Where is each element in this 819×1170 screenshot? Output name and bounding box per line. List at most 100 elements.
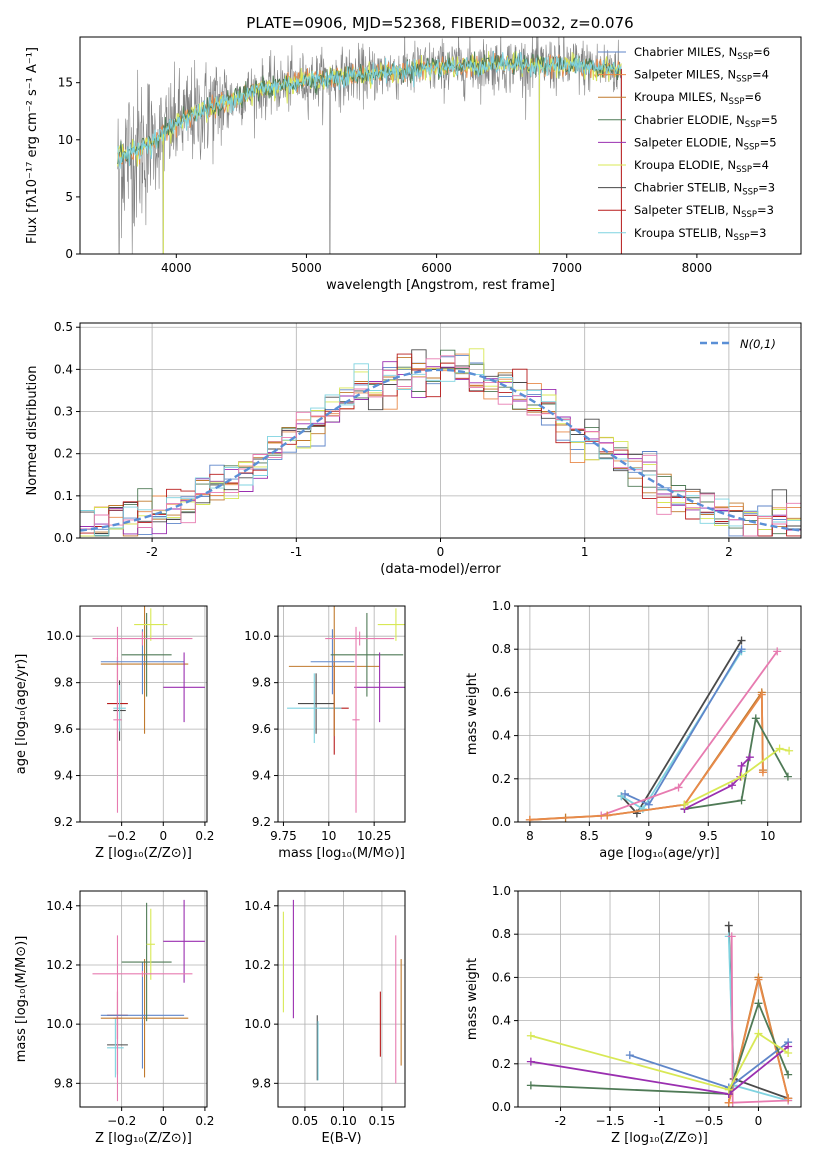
panel-mass_weight_vs_age: 8 8.5 9 9.5 10 0.0 0.2 0.4 0.6 0.8 1.0 age [log₁₀(a… bbox=[465, 599, 802, 861]
axes-frame bbox=[277, 890, 406, 1108]
y-tick-label: 0.5 bbox=[54, 320, 73, 334]
series-marker bbox=[784, 1070, 793, 1079]
y-tick-label: 9.6 bbox=[54, 722, 73, 736]
histogram-pink bbox=[80, 355, 801, 538]
plot-area-mass_vs_ebv bbox=[282, 899, 402, 1084]
plot-area-mass_weight_vs_Z bbox=[526, 921, 793, 1107]
x-tick-label: 0.15 bbox=[369, 1114, 396, 1128]
y-tick-label: 0.6 bbox=[492, 970, 511, 984]
y-tick-label: 10.0 bbox=[46, 1017, 73, 1031]
series-marker bbox=[525, 815, 534, 822]
x-tick-label: 10 bbox=[321, 829, 336, 843]
series-marker bbox=[757, 690, 766, 699]
x-tick-label: 8 bbox=[526, 829, 534, 843]
x-tick-label: 0 bbox=[159, 1114, 167, 1128]
x-tick-label: −1.5 bbox=[595, 1114, 624, 1128]
ticks-mass_weight_vs_Z: -2 −1.5 -1 −0.5 0 0.0 0.2 0.4 0.6 0.8 1.0 bbox=[492, 884, 762, 1128]
legend-entry-value: =3 bbox=[758, 181, 775, 195]
y-tick-label: 0.8 bbox=[492, 642, 511, 656]
y-tick-label: 0.0 bbox=[492, 815, 511, 829]
series-marker bbox=[751, 714, 760, 723]
y-axis-label: mass weight bbox=[465, 673, 480, 755]
panel-age_vs_Z: −0.2 0 0.2 9.2 9.4 9.6 9.8 10.0 Z [log₁₀(Z/Z⊙)] a… bbox=[14, 605, 214, 861]
panel-mass_vs_Z: −0.2 0 0.2 9.8 10.0 10.2 10.4 Z [log₁₀(Z/Z⊙)] ma… bbox=[14, 890, 214, 1146]
legend-entry-sub: SSP bbox=[729, 97, 745, 107]
legend-entry-value: =4 bbox=[752, 68, 769, 82]
x-tick-label: 0.05 bbox=[292, 1114, 319, 1128]
legend-entry-sub: SSP bbox=[744, 142, 760, 152]
x-tick-label: 9.75 bbox=[270, 829, 297, 843]
y-tick-label: 1.0 bbox=[492, 599, 511, 613]
panel-spectrum: 4000 5000 6000 7000 8000 0 5 10 15 wavelength [An… bbox=[25, 36, 802, 293]
plot-area-age_vs_Z bbox=[92, 606, 205, 813]
x-axis-label: age [log₁₀(age/yr)] bbox=[599, 846, 720, 861]
series-marker bbox=[783, 772, 792, 781]
y-tick-label: 10 bbox=[58, 133, 73, 147]
series-marker bbox=[754, 999, 763, 1008]
ticks-mass_vs_Z: −0.2 0 0.2 9.8 10.0 10.2 10.4 bbox=[46, 899, 214, 1128]
errorbar-point bbox=[100, 959, 189, 1078]
y-axis-label: mass weight bbox=[465, 958, 480, 1040]
legend-entry: Kroupa ELODIE, NSSP=4 bbox=[634, 158, 769, 175]
series-marker bbox=[754, 975, 763, 984]
series-marker bbox=[526, 1081, 535, 1090]
legend-entry: Chabrier MILES, NSSP=6 bbox=[634, 45, 770, 62]
y-tick-label: 10.0 bbox=[244, 1017, 271, 1031]
legend-entry: Chabrier ELODIE, NSSP=5 bbox=[634, 113, 778, 130]
series-marker bbox=[728, 781, 737, 790]
series-marker bbox=[737, 636, 746, 645]
x-axis-label: (data-model)/error bbox=[380, 562, 501, 577]
y-tick-label: 9.2 bbox=[54, 815, 73, 829]
y-tick-label: 0.6 bbox=[492, 685, 511, 699]
y-axis-label: mass [log₁₀(M/M⊙)] bbox=[14, 936, 29, 1063]
gaussian-curve bbox=[80, 368, 801, 532]
series-marker bbox=[773, 647, 782, 656]
series-marker bbox=[724, 1085, 733, 1094]
y-tick-label: 0.1 bbox=[54, 489, 73, 503]
errorbar-point bbox=[100, 606, 189, 734]
series-marker bbox=[737, 772, 746, 781]
errorbar-point bbox=[163, 652, 205, 723]
legend-entry: Salpeter STELIB, NSSP=3 bbox=[634, 203, 774, 220]
panel-residuals: -2 -1 0 1 2 0.0 0.1 0.2 0.3 0.4 0.5 (data-model)/er… bbox=[25, 320, 802, 577]
residual-legend: N(0,1) bbox=[700, 337, 776, 351]
series-marker bbox=[638, 805, 647, 814]
y-tick-label: 10.0 bbox=[244, 629, 271, 643]
y-tick-label: 9.4 bbox=[54, 769, 73, 783]
errorbar-point bbox=[146, 908, 155, 980]
x-tick-label: 0 bbox=[437, 545, 445, 559]
legend-entry-value: =3 bbox=[757, 203, 774, 217]
series-marker bbox=[644, 800, 653, 809]
plot-area-residuals bbox=[80, 348, 801, 538]
legend-entry-sub: SSP bbox=[737, 52, 753, 62]
legend-entry-sub: SSP bbox=[742, 188, 758, 198]
y-tick-label: 0.2 bbox=[54, 447, 73, 461]
legend-entry-sub: SSP bbox=[741, 210, 757, 220]
x-tick-label: 8000 bbox=[682, 261, 713, 275]
x-tick-label: −0.2 bbox=[107, 829, 136, 843]
panel-age_vs_mass: 9.75 10 10.25 9.2 9.4 9.6 9.8 10.0 mass [log₁₀(M… bbox=[244, 605, 406, 861]
series-marker bbox=[526, 1031, 535, 1040]
legend-entry-label: Chabrier STELIB, N bbox=[634, 181, 742, 195]
x-axis-label: mass [log₁₀(M/M⊙)] bbox=[278, 846, 405, 861]
y-tick-label: 0.4 bbox=[492, 1014, 511, 1028]
series-marker bbox=[758, 768, 767, 777]
series-marker bbox=[526, 1057, 535, 1066]
axes-frame bbox=[277, 605, 406, 823]
y-tick-label: 10.4 bbox=[46, 899, 73, 913]
series-line-chabrier_elodie bbox=[530, 1000, 789, 1095]
series-marker bbox=[621, 789, 630, 798]
x-tick-label: 2 bbox=[725, 545, 733, 559]
x-tick-label: 6000 bbox=[421, 261, 452, 275]
x-tick-label: 0.10 bbox=[330, 1114, 357, 1128]
y-tick-label: 9.2 bbox=[252, 815, 271, 829]
x-tick-label: -2 bbox=[555, 1114, 567, 1128]
y-tick-label: 10.0 bbox=[46, 629, 73, 643]
series-marker bbox=[680, 800, 689, 809]
y-tick-label: 10.2 bbox=[244, 958, 271, 972]
axes-frame bbox=[79, 322, 802, 539]
y-tick-label: 9.6 bbox=[252, 722, 271, 736]
plot-area-age_vs_mass bbox=[287, 606, 405, 813]
y-tick-label: 9.8 bbox=[252, 676, 271, 690]
x-tick-label: 9.5 bbox=[699, 829, 718, 843]
